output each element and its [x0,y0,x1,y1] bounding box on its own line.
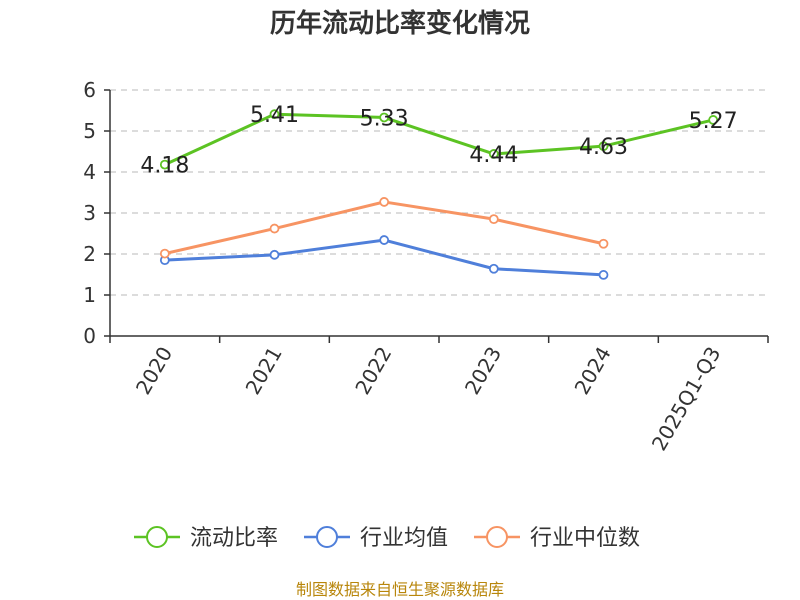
point-s0-3 [488,149,499,159]
x-tick-label-2025Q1-Q3: 2025Q1-Q3 [647,343,726,455]
data-label-0: 4.18 [140,154,189,179]
data-labels: 4.18 5.41 5.33 4.44 4.63 5.27 [140,103,737,178]
point-s1-1 [269,249,280,260]
x-tick-label-2020: 2020 [131,343,177,399]
series-line-0 [164,112,714,166]
point-s0-1 [269,109,280,120]
point-s0-4 [598,141,609,152]
point-s0-2 [379,112,390,123]
point-s0-0 [159,159,170,170]
point-s1-3 [488,263,499,274]
x-tick-label-2024: 2024 [570,343,616,399]
legend-label-2: 行业中位数 [530,526,640,551]
y-tick-label-0: 0 [83,324,96,348]
x-tick-label-2021: 2021 [241,343,287,399]
point-s2-2 [379,197,390,207]
axes: 0 1 2 3 4 5 6 2020 2021 2022 2023 2024 2025Q1-Q3 [83,78,769,455]
data-label-1: 5.41 [250,103,299,128]
point-s2-1 [269,223,280,234]
y-tick-label-1: 1 [83,283,96,307]
legend-marker-0 [146,526,168,548]
y-tick-label-2: 2 [83,242,96,266]
point-s0-5 [708,115,719,125]
point-s1-2 [379,235,390,245]
series-line-1 [164,238,604,277]
legend-label-0: 流动比率 [190,526,278,551]
y-tick-label-5: 5 [83,119,96,143]
data-label-3: 4.44 [469,143,518,168]
legend-marker-2 [486,526,508,548]
y-tick-label-4: 4 [83,160,96,184]
grid-lines [110,89,768,296]
y-tick-label-6: 6 [83,78,96,102]
data-label-4: 4.63 [579,135,628,160]
data-label-2: 5.33 [360,106,409,131]
point-s1-4 [598,270,609,280]
chart-title: 历年流动比率变化情况 [270,8,530,39]
data-label-5: 5.27 [689,109,738,134]
y-tick-label-3: 3 [83,201,96,225]
x-tick-label-2023: 2023 [460,343,506,399]
series-layer [159,109,719,280]
point-s2-0 [159,248,170,259]
point-s2-3 [488,214,499,225]
point-s2-4 [598,238,609,249]
series-line-2 [164,200,604,256]
source-note: 制图数据来自恒生聚源数据库 [296,580,504,599]
legend: 流动比率 行业均值 行业中位数 [134,526,640,551]
legend-label-1: 行业均值 [360,526,448,551]
legend-marker-1 [316,526,338,548]
x-tick-label-2022: 2022 [350,343,396,399]
